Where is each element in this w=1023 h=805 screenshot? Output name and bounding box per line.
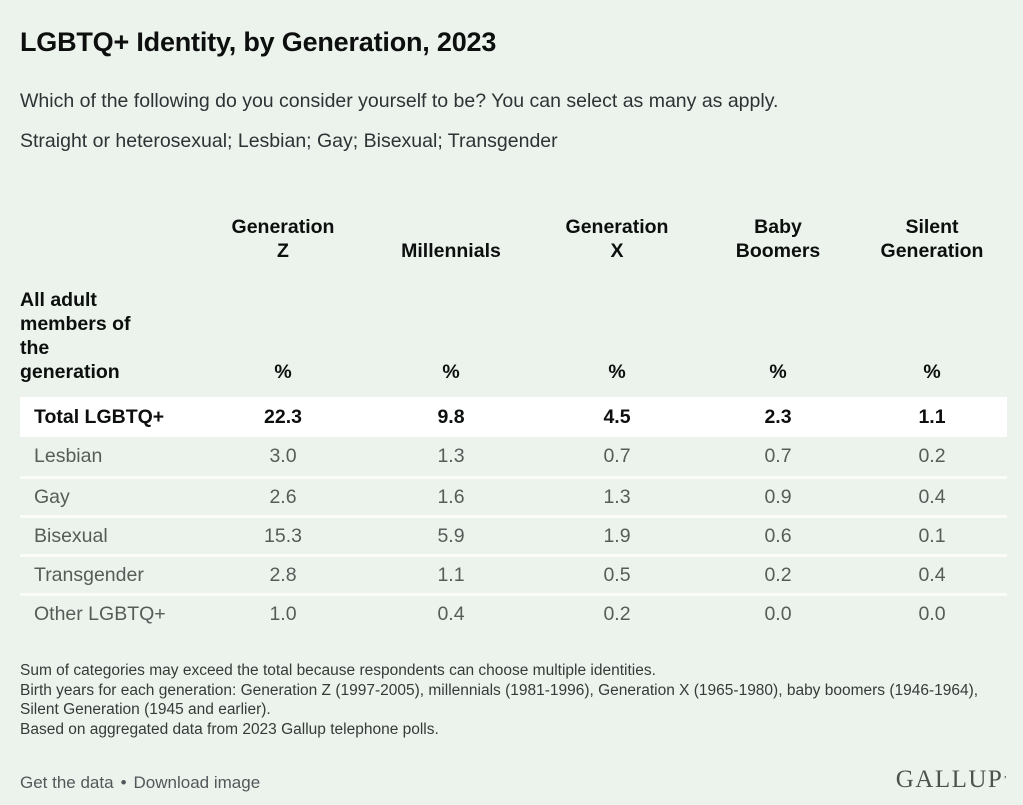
- page-title: LGBTQ+ Identity, by Generation, 2023: [20, 27, 497, 57]
- percent-symbol: %: [274, 361, 292, 383]
- value-cell: 5.9: [437, 524, 465, 547]
- value-cell: 1.1: [437, 563, 465, 586]
- value-cell: 2.6: [269, 485, 297, 508]
- row-label: Lesbian: [34, 445, 103, 467]
- value-cell: 0.7: [764, 445, 792, 467]
- table-row-gay: Gay 2.6 1.6 1.3 0.9 0.4: [20, 476, 1007, 515]
- footnote-multiple-identities: Sum of categories may exceed the total b…: [20, 662, 656, 679]
- value-cell: 9.8: [437, 405, 465, 428]
- value-cell: 22.3: [264, 405, 302, 428]
- response-options-text: Straight or heterosexual; Lesbian; Gay; …: [20, 130, 558, 152]
- table-row-other-lgbtq: Other LGBTQ+ 1.0 0.4 0.2 0.0 0.0: [20, 593, 1007, 632]
- column-header-generation-x: Generation X: [565, 216, 669, 262]
- footnotes: Sum of categories may exceed the total b…: [20, 661, 982, 739]
- value-cell: 0.4: [437, 602, 465, 625]
- value-cell: 1.3: [603, 485, 631, 508]
- value-cell: 0.5: [603, 563, 631, 586]
- gallup-logo: GALLUP’: [896, 767, 1007, 793]
- column-header-millennials: Millennials: [401, 240, 501, 262]
- generations-table: Generation Z Millennials Generation X Ba…: [20, 215, 1007, 632]
- trademark-mark: ’: [1003, 774, 1007, 786]
- value-cell: 1.3: [437, 445, 465, 467]
- value-cell: 0.9: [764, 485, 792, 508]
- table-row-transgender: Transgender 2.8 1.1 0.5 0.2 0.4: [20, 554, 1007, 593]
- row-label: Total LGBTQ+: [34, 405, 165, 428]
- table-row-bisexual: Bisexual 15.3 5.9 1.9 0.6 0.1: [20, 515, 1007, 554]
- value-cell: 0.2: [603, 602, 631, 625]
- value-cell: 0.0: [918, 602, 946, 625]
- table-header-row: Generation Z Millennials Generation X Ba…: [20, 215, 1007, 263]
- value-cell: 15.3: [264, 524, 302, 547]
- row-label: Transgender: [34, 563, 144, 586]
- value-cell: 1.6: [437, 485, 465, 508]
- percent-symbol: %: [923, 361, 941, 383]
- gallup-wordmark: GALLUP: [895, 766, 1004, 793]
- percent-symbol: %: [442, 361, 460, 383]
- value-cell: 0.1: [918, 524, 946, 547]
- percent-symbol: %: [769, 361, 787, 383]
- table-row-lesbian: Lesbian 3.0 1.3 0.7 0.7 0.2: [20, 437, 1007, 476]
- value-cell: 2.8: [269, 563, 297, 586]
- download-image-link[interactable]: Download image: [133, 773, 261, 792]
- value-cell: 1.0: [269, 602, 297, 625]
- column-header-silent-generation: Silent Generation: [880, 216, 984, 262]
- row-label: Gay: [34, 485, 70, 508]
- value-cell: 0.7: [603, 445, 631, 467]
- footer-links: Get the data • Download image: [20, 773, 260, 793]
- survey-question-text: Which of the following do you consider y…: [20, 90, 779, 112]
- value-cell: 2.3: [764, 405, 792, 428]
- stub-header-spacer: [20, 215, 199, 263]
- value-cell: 1.9: [603, 524, 631, 547]
- bullet-separator: •: [120, 773, 127, 792]
- value-cell: 0.4: [918, 485, 946, 508]
- value-cell: 3.0: [269, 445, 297, 467]
- value-cell: 0.6: [764, 524, 792, 547]
- value-cell: 0.4: [918, 563, 946, 586]
- percent-symbol: %: [608, 361, 626, 383]
- footer: Get the data • Download image GALLUP’: [20, 767, 1007, 793]
- table-row-total-lgbtq: Total LGBTQ+ 22.3 9.8 4.5 2.3 1.1: [20, 397, 1007, 437]
- footnote-birth-years: Birth years for each generation: Generat…: [20, 681, 979, 719]
- table-subheader-row: All adult members of the generation % % …: [20, 288, 1007, 384]
- value-cell: 0.2: [918, 445, 946, 467]
- get-the-data-link[interactable]: Get the data: [20, 773, 114, 792]
- row-label: Bisexual: [34, 524, 108, 547]
- value-cell: 0.2: [764, 563, 792, 586]
- stub-header: All adult members of the generation: [20, 289, 131, 383]
- column-header-baby-boomers: Baby Boomers: [735, 216, 821, 262]
- value-cell: 1.1: [918, 405, 946, 428]
- footnote-data-source: Based on aggregated data from 2023 Gallu…: [20, 720, 439, 738]
- value-cell: 4.5: [603, 405, 631, 428]
- table-body: Total LGBTQ+ 22.3 9.8 4.5 2.3 1.1 Lesbia…: [20, 397, 1007, 632]
- column-header-generation-z: Generation Z: [231, 216, 335, 262]
- value-cell: 0.0: [764, 602, 792, 625]
- row-label: Other LGBTQ+: [34, 602, 166, 625]
- survey-question: Which of the following do you consider y…: [20, 81, 1007, 161]
